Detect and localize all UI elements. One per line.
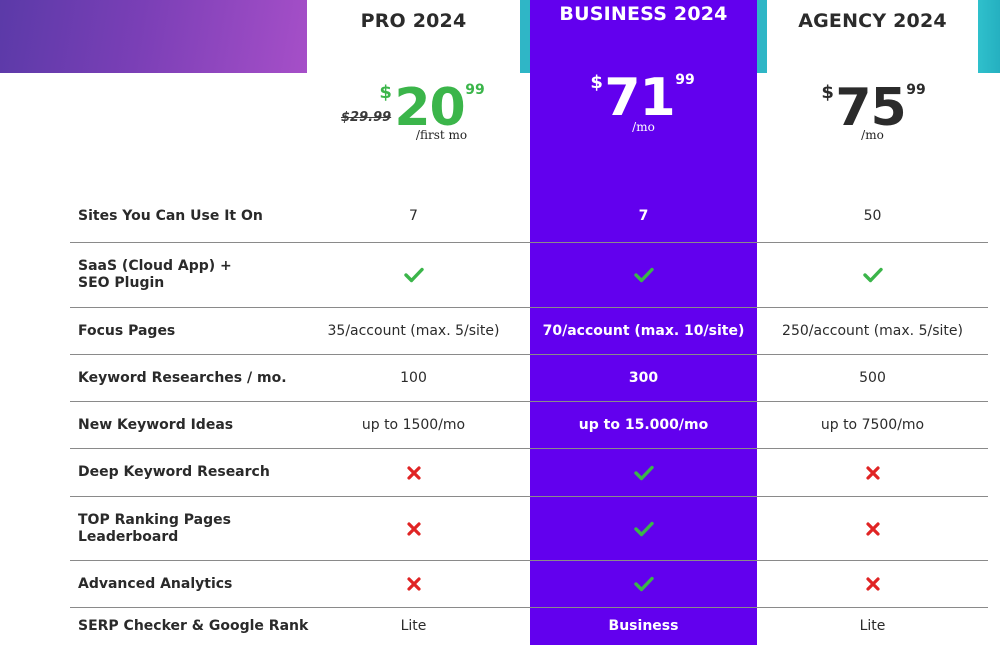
- cross-icon: [767, 466, 978, 484]
- header-accent-left: [520, 0, 530, 73]
- plan-pro-title: PRO 2024: [360, 10, 467, 32]
- cell-value-agency: 250/account (max. 5/site): [782, 323, 963, 339]
- feature-label: Sites You Can Use It On: [78, 208, 263, 224]
- plan-agency-currency: $: [821, 82, 834, 103]
- cross-icon: [767, 577, 978, 595]
- feature-label: TOP Ranking Pages Leaderboard: [78, 512, 231, 545]
- cross-icon: [767, 522, 978, 540]
- cell-value-business: 70/account (max. 10/site): [542, 323, 745, 339]
- plan-business-title: BUSINESS 2024: [559, 3, 728, 25]
- plan-pro-price: $29.99 $ 20 99: [307, 80, 520, 136]
- check-icon: [530, 465, 757, 485]
- cell-value-pro: up to 1500/mo: [361, 417, 466, 433]
- cross-icon: [307, 466, 520, 484]
- feature-label: Keyword Researches / mo.: [78, 370, 287, 386]
- feature-label: Focus Pages: [78, 323, 176, 339]
- plan-agency-header: AGENCY 2024 $ 75 99 /mo: [767, 0, 978, 190]
- check-icon: [307, 267, 520, 287]
- plan-business-amount: 71: [604, 68, 675, 128]
- plan-business-period: /mo: [632, 120, 655, 134]
- plan-business-price: $ 71 99: [530, 70, 757, 126]
- header-accent-right: [757, 0, 767, 73]
- plan-agency-period: /mo: [861, 128, 884, 142]
- cell-value-pro: 35/account (max. 5/site): [327, 323, 500, 339]
- check-icon: [530, 576, 757, 596]
- cell-value-agency: 500: [859, 370, 886, 386]
- cross-icon: [307, 577, 520, 595]
- plan-pro-cents: 99: [465, 82, 485, 98]
- check-icon: [530, 521, 757, 541]
- table-row: Deep Keyword Research: [70, 449, 988, 497]
- cell-value-business: 300: [628, 370, 659, 386]
- check-icon: [530, 267, 757, 287]
- cell-value-pro: Lite: [400, 618, 427, 634]
- cell-value-business: 7: [638, 208, 649, 224]
- cell-value-agency: 50: [863, 208, 882, 224]
- feature-label: Advanced Analytics: [78, 576, 233, 592]
- plan-business-currency: $: [590, 72, 603, 93]
- feature-label: SaaS (Cloud App) + SEO Plugin: [78, 258, 232, 291]
- feature-label: New Keyword Ideas: [78, 417, 234, 433]
- table-row: TOP Ranking Pages Leaderboard: [70, 497, 988, 561]
- plan-agency-price: $ 75 99: [767, 80, 978, 136]
- table-row: New Keyword Ideas up to 1500/mo up to 15.0…: [70, 402, 988, 449]
- plan-pro-period: /first mo: [415, 128, 468, 142]
- check-icon: [767, 267, 978, 287]
- plan-pro-header: PRO 2024 $29.99 $ 20 99 /first mo: [307, 0, 520, 190]
- table-row: Sites You Can Use It On 7 7 50: [70, 190, 988, 243]
- plan-agency-amount: 75: [835, 78, 906, 138]
- table-row: Keyword Researches / mo. 100 300 500: [70, 355, 988, 402]
- table-row: SERP Checker & Google Rank Lite Business Li…: [70, 608, 988, 645]
- table-row: Advanced Analytics: [70, 561, 988, 608]
- plan-business-cents: 99: [675, 72, 695, 88]
- plan-agency-title: AGENCY 2024: [798, 10, 947, 32]
- cell-value-business: up to 15.000/mo: [578, 417, 709, 433]
- plan-pro-amount: 20: [394, 78, 465, 138]
- header-gradient-left: [0, 0, 307, 73]
- cell-value-agency: up to 7500/mo: [820, 417, 925, 433]
- cell-value-pro: 7: [409, 208, 418, 224]
- cell-value-business: Business: [608, 618, 679, 634]
- plan-pro-old-price: $29.99: [341, 110, 392, 125]
- cross-icon: [307, 522, 520, 540]
- header-gradient-right: [978, 0, 1000, 73]
- plan-pro-currency: $: [379, 82, 392, 103]
- table-row: Focus Pages 35/account (max. 5/site) 70/ac…: [70, 308, 988, 355]
- feature-label: SERP Checker & Google Rank: [78, 618, 309, 634]
- plan-business-column: BUSINESS 2024 $ 71 99 /mo: [530, 0, 757, 645]
- table-row: SaaS (Cloud App) + SEO Plugin: [70, 243, 988, 308]
- cell-value-agency: Lite: [859, 618, 886, 634]
- cell-value-pro: 100: [400, 370, 427, 386]
- plan-agency-cents: 99: [906, 82, 926, 98]
- feature-label: Deep Keyword Research: [78, 464, 270, 480]
